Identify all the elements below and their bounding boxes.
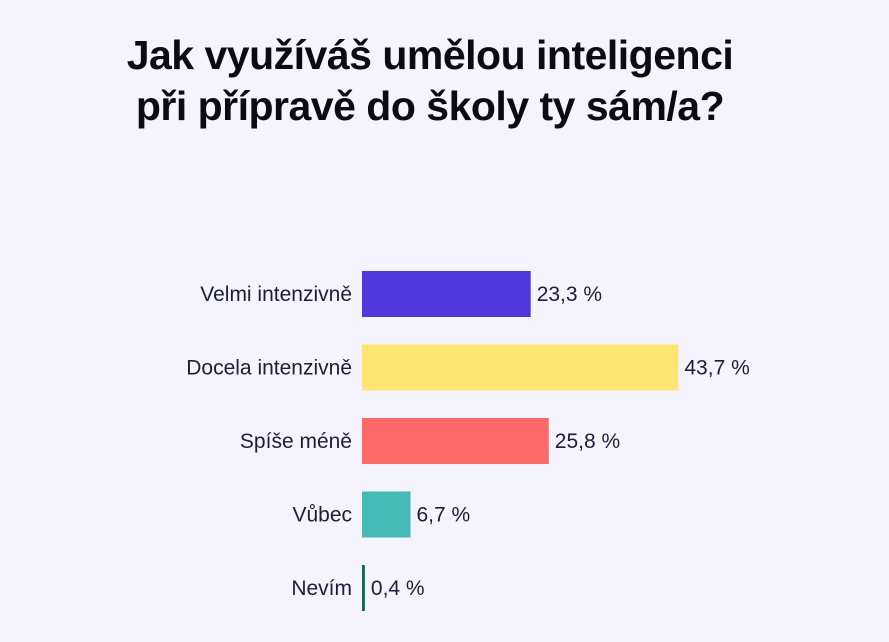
- value-label: 6,7 %: [417, 504, 471, 527]
- chart-title: Jak využíváš umělou inteligenci při příp…: [0, 30, 860, 132]
- chart-title-line-2: při přípravě do školy ty sám/a?: [135, 83, 725, 129]
- category-label: Spíše méně: [240, 430, 352, 453]
- value-label: 0,4 %: [371, 577, 425, 600]
- bar-4: [362, 565, 365, 611]
- value-label: 43,7 %: [684, 357, 749, 380]
- bar-0: [362, 271, 531, 317]
- category-label: Docela intenzivně: [186, 357, 352, 380]
- bar-1: [362, 344, 679, 391]
- category-label: Nevím: [291, 577, 352, 600]
- bar-2: [362, 418, 549, 464]
- chart-title-line-1: Jak využíváš umělou inteligenci: [126, 32, 734, 78]
- value-label: 25,8 %: [555, 430, 620, 453]
- value-label: 23,3 %: [537, 283, 602, 306]
- category-label: Velmi intenzivně: [200, 283, 352, 306]
- category-label: Vůbec: [292, 504, 352, 527]
- bar-3: [362, 491, 411, 538]
